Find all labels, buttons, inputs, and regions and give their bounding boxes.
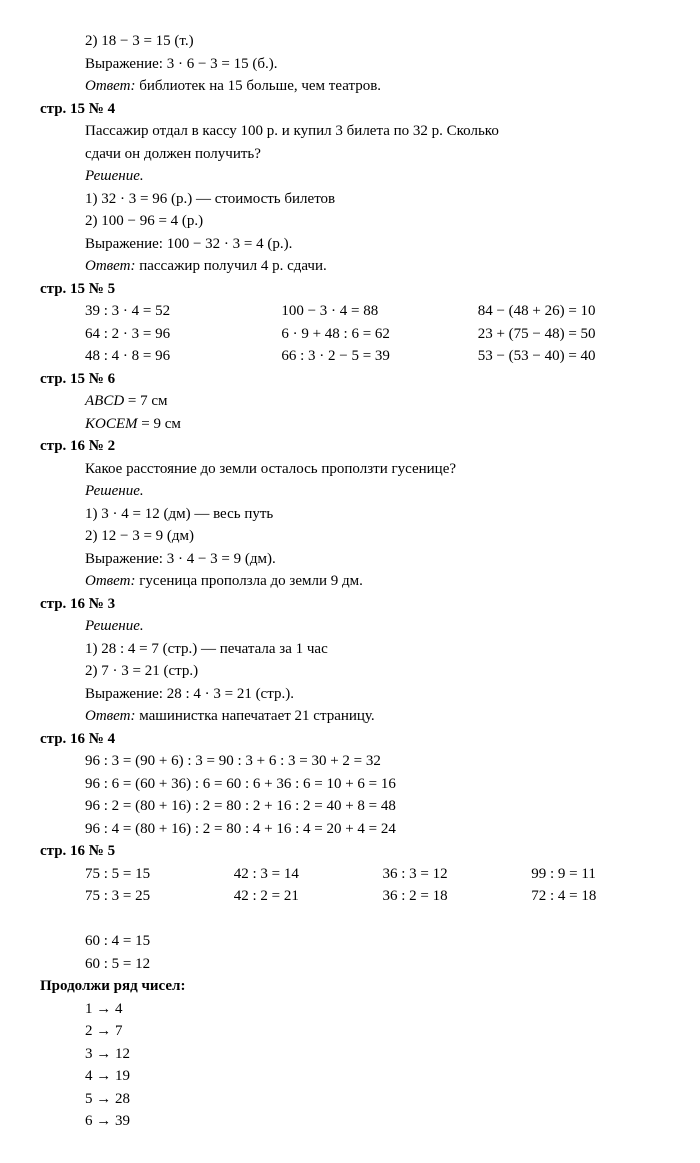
line: 5 → 28 [85, 1088, 680, 1111]
calc-row: 75 : 3 = 25 42 : 2 = 21 36 : 2 = 18 72 :… [85, 885, 680, 908]
line: 2) 18 − 3 = 15 (т.) [85, 30, 680, 53]
section-header: стр. 16 № 3 [40, 593, 680, 616]
line: 1 → 4 [85, 998, 680, 1021]
line: 96 : 2 = (80 + 16) : 2 = 80 : 2 + 16 : 2… [85, 795, 680, 818]
calc-cell: 99 : 9 = 11 [531, 863, 680, 886]
calc-cell: 100 − 3 · 4 = 88 [281, 300, 477, 323]
calc-cell: 66 : 3 · 2 − 5 = 39 [281, 345, 477, 368]
calc-cell: 53 − (53 − 40) = 40 [478, 345, 674, 368]
line: KOCEM = 9 см [85, 413, 680, 436]
solution-label: Решение. [85, 615, 680, 638]
section-header: стр. 16 № 4 [40, 728, 680, 751]
solution-label: Решение. [85, 165, 680, 188]
calc-cell: 42 : 3 = 14 [234, 863, 383, 886]
var-value: = 9 см [138, 416, 181, 432]
var-name: KOCEM [85, 416, 138, 432]
answer-text: машинистка напечатает 21 страницу. [135, 708, 374, 724]
calc-cell: 39 : 3 · 4 = 52 [85, 300, 281, 323]
line: ABCD = 7 см [85, 390, 680, 413]
calc-cell: 36 : 3 = 12 [383, 863, 532, 886]
calc-cell: 75 : 5 = 15 [85, 863, 234, 886]
calc-row: 75 : 5 = 15 42 : 3 = 14 36 : 3 = 12 99 :… [85, 863, 680, 886]
line: 96 : 3 = (90 + 6) : 3 = 90 : 3 + 6 : 3 =… [85, 750, 680, 773]
section-header: стр. 16 № 5 [40, 840, 680, 863]
line: 1) 32 · 3 = 96 (р.) — стоимость билетов [85, 188, 680, 211]
calc-cell: 64 : 2 · 3 = 96 [85, 323, 281, 346]
spacer [85, 908, 680, 931]
calc-cell: 36 : 2 = 18 [383, 885, 532, 908]
answer-label: Ответ: [85, 78, 135, 94]
section-header: Продолжи ряд чисел: [40, 975, 680, 998]
line: 3 → 12 [85, 1043, 680, 1066]
calc-cell: 72 : 4 = 18 [531, 885, 680, 908]
answer-line: Ответ: библиотек на 15 больше, чем театр… [85, 75, 680, 98]
calc-cell: 75 : 3 = 25 [85, 885, 234, 908]
answer-line: Ответ: машинистка напечатает 21 страницу… [85, 705, 680, 728]
answer-line: Ответ: гусеница проползла до земли 9 дм. [85, 570, 680, 593]
answer-label: Ответ: [85, 708, 135, 724]
var-value: = 7 см [124, 393, 167, 409]
line: 96 : 4 = (80 + 16) : 2 = 80 : 4 + 16 : 4… [85, 818, 680, 841]
calc-cell: 48 : 4 · 8 = 96 [85, 345, 281, 368]
line: 6 → 39 [85, 1110, 680, 1133]
line: 2) 12 − 3 = 9 (дм) [85, 525, 680, 548]
line: Выражение: 3 · 4 − 3 = 9 (дм). [85, 548, 680, 571]
answer-label: Ответ: [85, 258, 135, 274]
calc-cell: 23 + (75 − 48) = 50 [478, 323, 674, 346]
calc-cell: 42 : 2 = 21 [234, 885, 383, 908]
section-header: стр. 15 № 5 [40, 278, 680, 301]
solution-label: Решение. [85, 480, 680, 503]
calc-cell: 84 − (48 + 26) = 10 [478, 300, 674, 323]
answer-label: Ответ: [85, 573, 135, 589]
calc-cell: 6 · 9 + 48 : 6 = 62 [281, 323, 477, 346]
calc-row: 48 : 4 · 8 = 96 66 : 3 · 2 − 5 = 39 53 −… [85, 345, 680, 368]
answer-text: пассажир получил 4 р. сдачи. [135, 258, 326, 274]
line: 1) 28 : 4 = 7 (стр.) — печатала за 1 час [85, 638, 680, 661]
calc-row: 64 : 2 · 3 = 96 6 · 9 + 48 : 6 = 62 23 +… [85, 323, 680, 346]
line: Какое расстояние до земли осталось пропо… [85, 458, 680, 481]
line: 96 : 6 = (60 + 36) : 6 = 60 : 6 + 36 : 6… [85, 773, 680, 796]
line: Выражение: 100 − 32 · 3 = 4 (р.). [85, 233, 680, 256]
line: 60 : 5 = 12 [85, 953, 680, 976]
section-header: стр. 15 № 6 [40, 368, 680, 391]
answer-text: библиотек на 15 больше, чем театров. [135, 78, 381, 94]
line: 1) 3 · 4 = 12 (дм) — весь путь [85, 503, 680, 526]
line: 4 → 19 [85, 1065, 680, 1088]
line: 2) 7 · 3 = 21 (стр.) [85, 660, 680, 683]
var-name: ABCD [85, 393, 124, 409]
line: Выражение: 3 · 6 − 3 = 15 (б.). [85, 53, 680, 76]
section-header: стр. 16 № 2 [40, 435, 680, 458]
line: Выражение: 28 : 4 · 3 = 21 (стр.). [85, 683, 680, 706]
line: 60 : 4 = 15 [85, 930, 680, 953]
line: 2 → 7 [85, 1020, 680, 1043]
calc-row: 39 : 3 · 4 = 52 100 − 3 · 4 = 88 84 − (4… [85, 300, 680, 323]
line: Пассажир отдал в кассу 100 р. и купил 3 … [85, 120, 680, 143]
answer-text: гусеница проползла до земли 9 дм. [135, 573, 362, 589]
line: сдачи он должен получить? [85, 143, 680, 166]
line: 2) 100 − 96 = 4 (р.) [85, 210, 680, 233]
section-header: стр. 15 № 4 [40, 98, 680, 121]
answer-line: Ответ: пассажир получил 4 р. сдачи. [85, 255, 680, 278]
